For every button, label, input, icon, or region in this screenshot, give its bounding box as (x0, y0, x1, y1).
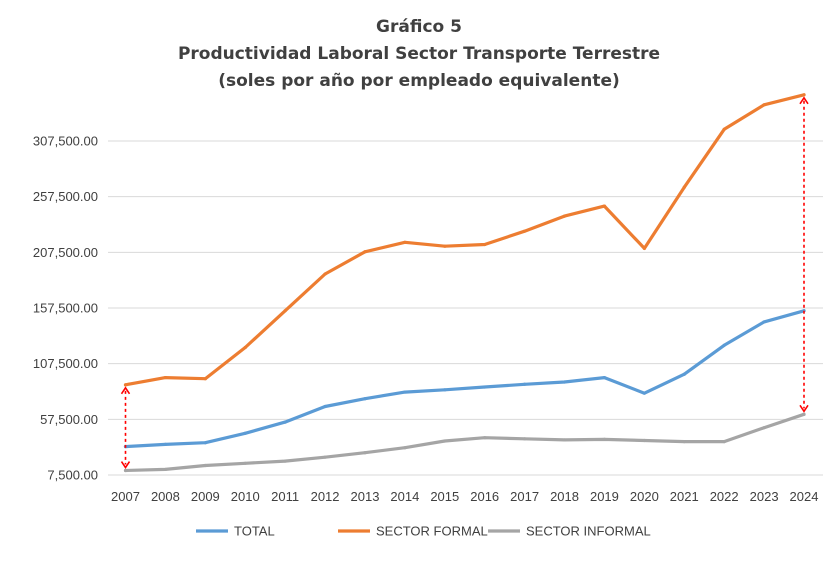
chart-title: Gráfico 5 (376, 17, 462, 37)
data-point-total (163, 442, 168, 446)
x-tick-label: 2024 (790, 489, 819, 504)
x-tick-label: 2010 (231, 489, 260, 504)
annotation-arrowhead-bottom (799, 404, 809, 413)
data-point-total (443, 388, 447, 392)
data-point-sector-formal (722, 127, 726, 131)
data-point-sector-formal (163, 375, 168, 380)
x-tick-label: 2017 (510, 489, 539, 504)
data-point-total (483, 385, 487, 389)
data-point-total (323, 404, 327, 409)
data-point-sector-formal (283, 309, 287, 313)
y-tick-label: 157,500.00 (33, 301, 98, 316)
series-layer (123, 93, 806, 473)
data-point-sector-informal (722, 440, 726, 444)
x-tick-label: 2014 (390, 489, 419, 504)
data-point-sector-formal (403, 240, 407, 244)
annotation-arrowhead-bottom (120, 461, 131, 469)
chart-title-block: Gráfico 5 Productividad Laboral Sector T… (0, 14, 838, 95)
data-point-total (602, 375, 607, 380)
data-point-sector-formal (443, 244, 447, 248)
data-point-sector-informal (403, 446, 407, 450)
annotation-arrowhead-top (799, 96, 809, 105)
data-point-sector-informal (602, 437, 607, 441)
series-line-sector-formal (123, 93, 806, 387)
y-axis-ticks: 7,500.00 57,500.00 107,500.00 157,500.00 207… (33, 134, 98, 483)
data-point-total (762, 320, 766, 324)
data-point-sector-informal (562, 438, 567, 442)
chart-subtitle: Productividad Laboral Sector Transporte … (177, 44, 661, 64)
y-tick-label: 207,500.00 (33, 245, 98, 260)
data-point-total (523, 382, 527, 386)
x-axis-ticks: 2007 2008 2009 2010 2011 2012 2013 2014 2015 2016… (111, 489, 818, 504)
y-tick-label: 307,500.00 (33, 134, 98, 149)
data-point-total (283, 420, 287, 424)
data-point-sector-informal (483, 436, 487, 440)
data-point-sector-informal (323, 455, 327, 459)
data-point-sector-formal (642, 246, 646, 251)
data-point-sector-formal (562, 214, 567, 218)
data-point-sector-informal (443, 439, 447, 443)
x-tick-label: 2007 (111, 489, 140, 504)
data-point-sector-formal (523, 229, 527, 233)
x-tick-label: 2019 (590, 489, 619, 504)
x-tick-label: 2008 (151, 489, 180, 504)
annotation-arrowhead-top (120, 386, 131, 395)
data-point-sector-informal (243, 461, 247, 465)
legend-label-sector-informal: SECTOR INFORMAL (526, 524, 651, 539)
x-tick-label: 2009 (191, 489, 220, 504)
data-point-sector-formal (802, 93, 806, 97)
y-tick-label: 57,500.00 (40, 412, 98, 427)
grid-layer (108, 140, 823, 476)
legend-label-sector-formal: SECTOR FORMAL (376, 524, 488, 539)
x-tick-label: 2020 (630, 489, 659, 504)
data-point-sector-formal (682, 185, 686, 189)
data-point-total (403, 390, 407, 394)
x-tick-label: 2013 (351, 489, 380, 504)
data-point-sector-informal (802, 412, 806, 416)
x-tick-label: 2012 (311, 489, 340, 504)
y-tick-label: 257,500.00 (33, 189, 98, 204)
data-point-sector-informal (642, 438, 646, 443)
x-tick-label: 2018 (550, 489, 579, 504)
x-tick-label: 2022 (710, 489, 739, 504)
data-point-total (243, 431, 247, 435)
data-point-sector-formal (762, 103, 766, 107)
data-point-sector-informal (682, 440, 686, 444)
data-point-sector-formal (123, 383, 128, 387)
data-point-total (363, 397, 367, 401)
data-point-sector-informal (123, 468, 128, 473)
series-line-sector-informal (123, 412, 806, 473)
annotation-layer (120, 96, 809, 469)
data-point-sector-informal (363, 451, 367, 455)
x-tick-label: 2016 (470, 489, 499, 504)
data-point-sector-informal (523, 437, 527, 441)
data-point-total (642, 391, 646, 395)
data-point-total (562, 380, 567, 384)
data-point-total (203, 441, 207, 445)
data-point-sector-informal (762, 426, 766, 430)
data-point-sector-formal (363, 250, 367, 254)
y-tick-label: 107,500.00 (33, 356, 98, 371)
x-tick-label: 2015 (430, 489, 459, 504)
series-line-total (123, 309, 806, 449)
chart-subtitle-units: (soles por año por empleado equivalente) (218, 71, 620, 91)
data-point-sector-formal (483, 242, 487, 247)
x-tick-label: 2021 (670, 489, 699, 504)
data-point-sector-informal (283, 459, 287, 463)
x-tick-label: 2023 (750, 489, 779, 504)
x-tick-label: 2011 (271, 489, 299, 504)
data-point-sector-formal (323, 272, 327, 276)
data-point-sector-formal (203, 377, 207, 381)
data-point-sector-formal (602, 204, 607, 208)
data-point-sector-informal (203, 463, 207, 468)
legend: TOTAL SECTOR FORMAL SECTOR INFORMAL (196, 524, 651, 539)
legend-label-total: TOTAL (234, 524, 275, 539)
data-point-total (722, 343, 726, 347)
data-point-sector-informal (163, 467, 168, 472)
y-tick-label: 7,500.00 (47, 468, 98, 483)
data-point-total (682, 372, 686, 376)
data-point-sector-formal (243, 345, 247, 350)
